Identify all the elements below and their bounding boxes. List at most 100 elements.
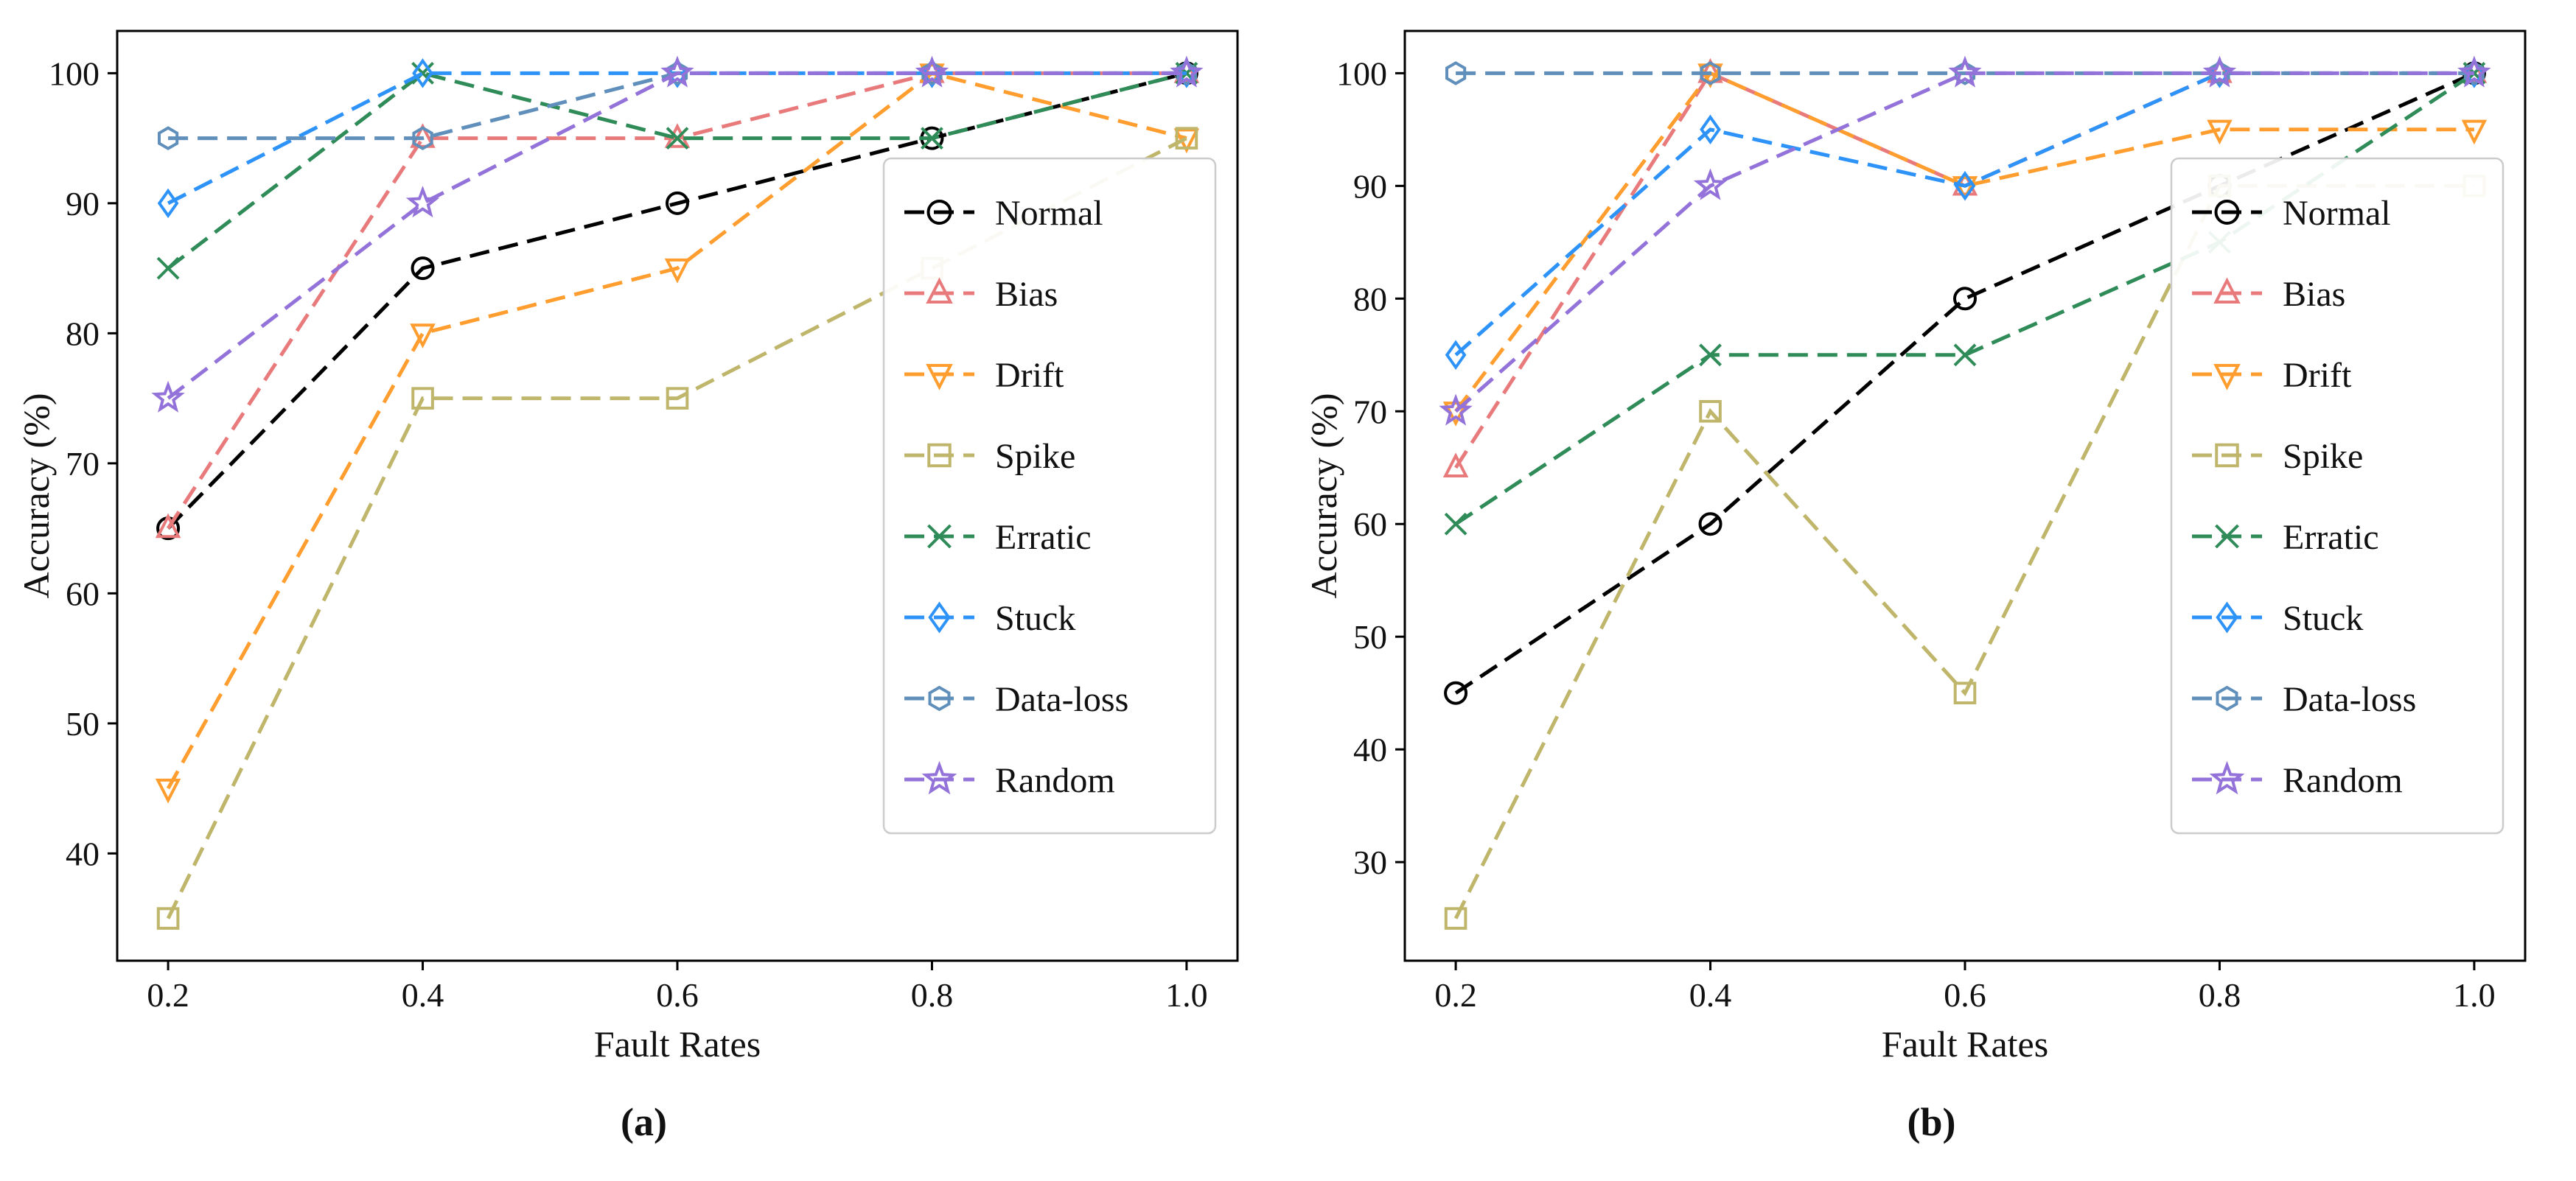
x-tick-label: 0.8 xyxy=(2198,976,2241,1014)
chart-svg: 0.2 0.4 0.6 0.8 1.0 30 40 50 60 70 80 90 100 Accuracy… xyxy=(1303,29,2526,1065)
x-tick-label: 1.0 xyxy=(2453,976,2496,1014)
hexagon-marker xyxy=(928,685,950,712)
legend-item-drift: Drift xyxy=(2191,356,2352,395)
y-tick-label: 40 xyxy=(66,835,100,872)
legend-item-erratic: Erratic xyxy=(904,518,1092,557)
hexagon-marker xyxy=(1445,61,1466,85)
diamond-marker xyxy=(1699,114,1721,145)
chart-a-caption: (a) xyxy=(621,1100,667,1144)
y-tick-label: 70 xyxy=(1353,393,1387,430)
legend-item-bias: Bias xyxy=(2191,275,2345,314)
star-marker xyxy=(2457,55,2491,88)
diamond-marker xyxy=(411,58,433,88)
legend-item-bias: Bias xyxy=(904,275,1058,314)
chart-a-canvas: 0.2 0.4 0.6 0.8 1.0 40 50 60 70 80 90 100 Accuracy (… xyxy=(15,10,1271,1086)
star-marker xyxy=(1438,393,1473,426)
y-tick-label: 90 xyxy=(66,185,100,222)
star-marker xyxy=(921,760,957,795)
legend-label: Data-loss xyxy=(2283,680,2416,719)
y-tick-label: 30 xyxy=(1353,844,1387,881)
x-tick-label: 0.2 xyxy=(147,976,189,1014)
legend-item-stuck: Stuck xyxy=(904,599,1075,638)
y-tick-label: 80 xyxy=(66,315,100,352)
legend: Normal Bias Drift Spike Erratic Stuck Data-los… xyxy=(2170,157,2504,835)
star-marker xyxy=(1693,168,1727,200)
x-tick-label: 0.8 xyxy=(910,976,953,1014)
x-marker xyxy=(2214,524,2239,549)
y-tick-label: 60 xyxy=(66,575,100,612)
square-marker xyxy=(2214,443,2239,468)
chart-svg: 0.2 0.4 0.6 0.8 1.0 40 50 60 70 80 90 100 Accuracy (… xyxy=(15,29,1238,1065)
legend-item-normal: Normal xyxy=(2191,194,2390,233)
circle-marker xyxy=(411,256,435,281)
square-marker xyxy=(1175,127,1198,150)
triangle-down-marker xyxy=(409,323,436,348)
star-marker xyxy=(660,55,694,88)
square-marker xyxy=(1444,907,1467,930)
x-tick-label: 0.6 xyxy=(1944,976,1986,1014)
square-marker xyxy=(1953,681,1976,704)
x-axis-label: Fault Rates xyxy=(1881,1023,2048,1065)
legend-item-spike: Spike xyxy=(904,437,1075,476)
triangle-down-marker xyxy=(2461,119,2487,145)
x-marker xyxy=(156,256,180,280)
y-axis: 30 40 50 60 70 80 90 100 xyxy=(1336,55,1405,881)
x-marker xyxy=(920,127,943,150)
x-tick-label: 0.4 xyxy=(1689,976,1731,1014)
triangle-down-marker xyxy=(2206,119,2233,145)
circle-marker xyxy=(2214,200,2239,225)
hexagon-marker xyxy=(411,126,433,150)
legend-label: Random xyxy=(2283,761,2403,800)
circle-marker xyxy=(926,200,952,225)
triangle-up-marker xyxy=(925,277,953,304)
legend-item-normal: Normal xyxy=(904,194,1103,233)
diamond-marker xyxy=(157,188,178,219)
legend-label: Spike xyxy=(995,437,1075,476)
legend-label: Drift xyxy=(2283,356,2352,395)
square-marker xyxy=(1698,399,1722,423)
legend-label: Bias xyxy=(2283,275,2345,314)
triangle-down-marker xyxy=(664,258,690,284)
legend-item-stuck: Stuck xyxy=(2191,599,2363,638)
legend-label: Erratic xyxy=(995,518,1092,557)
series-random xyxy=(1438,55,2491,426)
circle-marker xyxy=(1443,681,1467,705)
diamond-marker xyxy=(927,601,951,634)
legend-item-spike: Spike xyxy=(2191,437,2363,476)
legend-item-drift: Drift xyxy=(904,356,1064,395)
legend-label: Stuck xyxy=(995,599,1075,638)
triangle-down-marker xyxy=(155,778,181,804)
diamond-marker xyxy=(1954,171,1975,201)
circle-marker xyxy=(665,191,689,215)
y-axis: 40 50 60 70 80 90 100 xyxy=(49,55,117,872)
y-tick-label: 50 xyxy=(66,705,100,743)
chart-b-canvas: 0.2 0.4 0.6 0.8 1.0 30 40 50 60 70 80 90 100 Accuracy… xyxy=(1303,10,2558,1086)
y-tick-label: 90 xyxy=(1353,167,1387,205)
star-marker xyxy=(1947,55,1982,88)
hexagon-marker xyxy=(157,126,178,150)
legend-item-data-loss: Data-loss xyxy=(2191,680,2416,719)
chart-b: 0.2 0.4 0.6 0.8 1.0 30 40 50 60 70 80 90 100 Accuracy… xyxy=(1288,0,2575,1181)
series-data-loss xyxy=(157,61,1197,150)
x-tick-label: 0.2 xyxy=(1434,976,1477,1014)
series-random xyxy=(150,55,1204,413)
legend-label: Stuck xyxy=(2283,599,2363,638)
x-marker xyxy=(411,61,434,85)
legend-item-erratic: Erratic xyxy=(2191,518,2378,557)
legend-label: Drift xyxy=(995,356,1064,395)
legend-label: Random xyxy=(995,761,1115,800)
y-tick-label: 70 xyxy=(66,445,100,483)
x-axis-label: Fault Rates xyxy=(593,1023,760,1065)
star-marker xyxy=(2202,55,2236,88)
x-marker xyxy=(1953,343,1976,367)
chart-b-caption: (b) xyxy=(1907,1100,1956,1144)
triangle-up-marker xyxy=(2213,277,2241,304)
y-tick-label: 100 xyxy=(49,55,100,92)
hexagon-marker xyxy=(2216,685,2238,712)
x-tick-label: 0.4 xyxy=(401,976,444,1014)
legend-label: Normal xyxy=(995,194,1103,233)
star-marker xyxy=(405,186,439,218)
legend-item-random: Random xyxy=(904,760,1115,800)
star-marker xyxy=(1169,55,1204,88)
